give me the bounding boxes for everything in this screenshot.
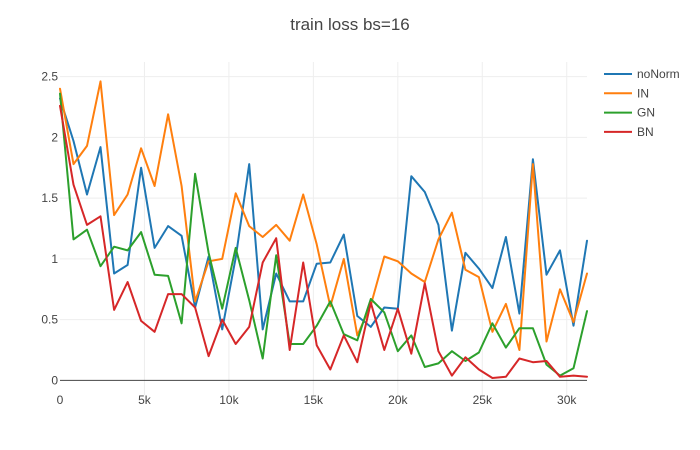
x-tick-label: 0 xyxy=(57,393,64,407)
legend-item-in[interactable]: IN xyxy=(604,86,649,100)
x-tick-label: 30k xyxy=(557,393,577,407)
series-line-gn[interactable] xyxy=(59,92,588,377)
legend-label: noNorm xyxy=(637,67,680,81)
x-tick-label: 20k xyxy=(388,393,408,407)
y-tick-label: 1 xyxy=(51,252,58,266)
legend-label: IN xyxy=(637,86,649,100)
axes: 0 5k 10k 15k 20k 25k 30k 0 0.5 1 1.5 2 2.5 xyxy=(41,70,577,407)
x-tick-label: 10k xyxy=(219,393,239,407)
x-tick-label: 15k xyxy=(304,393,324,407)
legend-label: GN xyxy=(637,106,655,120)
series-line-nonorm[interactable] xyxy=(59,97,588,332)
chart-title: train loss bs=16 xyxy=(290,15,410,34)
gridlines xyxy=(60,62,587,395)
y-tick-label: 2.5 xyxy=(41,70,58,84)
y-tick-label: 1.5 xyxy=(41,191,58,205)
plot-area xyxy=(59,80,588,379)
series-line-bn[interactable] xyxy=(59,104,588,379)
legend-label: BN xyxy=(637,125,654,139)
y-tick-label: 2 xyxy=(51,130,58,144)
y-tick-label: 0.5 xyxy=(41,313,58,327)
legend-item-nonorm[interactable]: noNorm xyxy=(604,67,680,81)
x-tick-label: 25k xyxy=(473,393,493,407)
x-tick-label: 5k xyxy=(138,393,152,407)
legend-item-gn[interactable]: GN xyxy=(604,106,655,120)
y-tick-label: 0 xyxy=(51,373,58,387)
series-line-in[interactable] xyxy=(59,80,588,351)
legend[interactable]: noNorm IN GN BN xyxy=(604,67,680,139)
legend-item-bn[interactable]: BN xyxy=(604,125,654,139)
